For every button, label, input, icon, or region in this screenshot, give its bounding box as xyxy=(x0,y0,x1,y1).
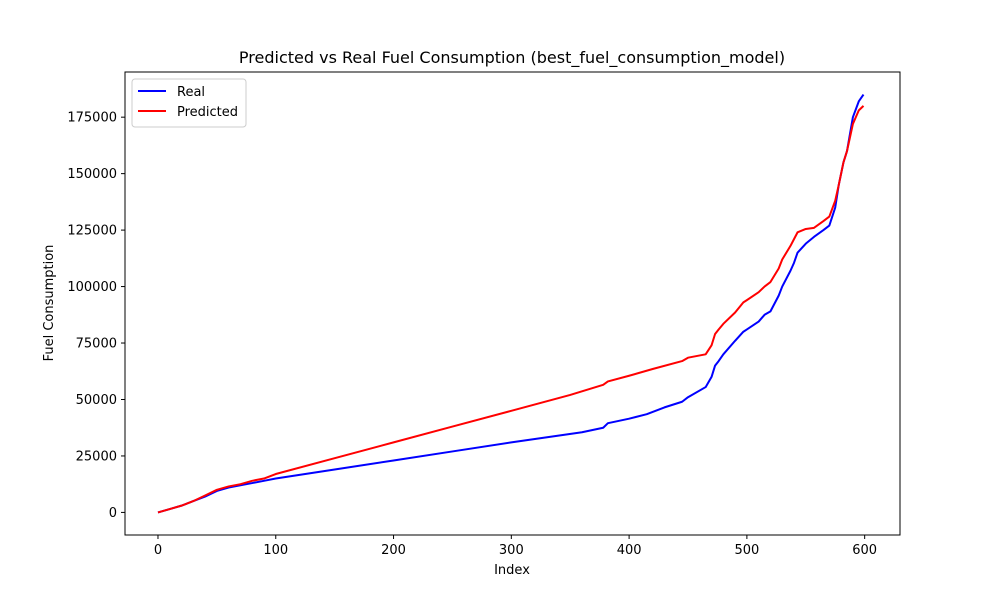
y-tick-label: 150000 xyxy=(67,167,117,182)
plot-area-frame xyxy=(124,71,901,536)
x-tick-label: 600 xyxy=(852,543,877,558)
y-axis-label: Fuel Consumption xyxy=(42,245,57,362)
chart-title: Predicted vs Real Fuel Consumption (best… xyxy=(239,48,785,68)
y-tick-label: 125000 xyxy=(67,224,117,239)
x-axis: 0 100 200 300 400 500 600 xyxy=(154,535,877,558)
y-tick-label: 25000 xyxy=(76,449,117,464)
x-tick-label: 0 xyxy=(154,543,162,558)
series-layer xyxy=(157,94,865,514)
x-axis-label: Index xyxy=(494,563,530,578)
legend-label-predicted: Predicted xyxy=(177,105,238,120)
y-tick-label: 100000 xyxy=(67,280,117,295)
x-tick-label: 500 xyxy=(734,543,759,558)
series-line-real xyxy=(157,94,865,514)
legend: Real Predicted xyxy=(131,78,247,128)
y-tick-label: 0 xyxy=(109,506,117,521)
y-tick-label: 75000 xyxy=(76,337,117,352)
x-tick-label: 400 xyxy=(617,543,642,558)
series-line-predicted xyxy=(157,105,865,514)
x-tick-label: 300 xyxy=(499,543,524,558)
x-tick-label: 200 xyxy=(381,543,406,558)
legend-label-real: Real xyxy=(177,85,205,100)
y-axis: 0 25000 50000 75000 100000 125000 150000 175000 xyxy=(67,111,125,521)
y-tick-label: 50000 xyxy=(76,393,117,408)
x-tick-label: 100 xyxy=(263,543,288,558)
y-tick-label: 175000 xyxy=(67,111,117,126)
